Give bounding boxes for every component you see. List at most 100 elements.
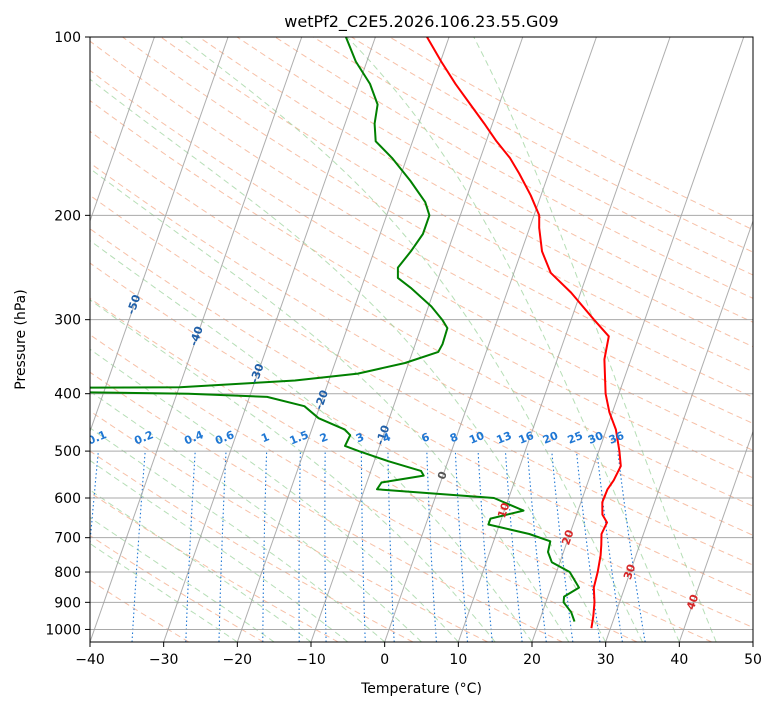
y-tick-label: 900	[54, 595, 81, 611]
dry-adiabat-line	[90, 130, 753, 507]
moist-adiabat-line	[180, 37, 643, 642]
mixing-ratio-line	[90, 451, 99, 550]
x-tick-label: 30	[597, 652, 615, 668]
moist-adiabat-line	[90, 167, 570, 642]
y-tick-label: 1000	[45, 622, 81, 638]
dewpoint-profile-line	[90, 37, 580, 622]
isotherm-label: 40	[684, 592, 701, 611]
isotherm-label: 30	[621, 562, 638, 581]
moist-adiabat-line	[90, 489, 312, 642]
dry-adiabat-line	[389, 37, 753, 231]
mixing-ratio-label: 2	[318, 430, 330, 445]
mixing-ratio-label: 1.5	[288, 428, 311, 447]
dry-adiabat-line	[90, 371, 563, 642]
isotherm-line	[90, 37, 155, 223]
mixing-ratio-line	[596, 451, 623, 642]
y-tick-label: 500	[54, 444, 81, 460]
x-tick-label: −40	[75, 652, 105, 668]
isotherm-label: -40	[187, 324, 206, 347]
mixing-ratio-label: 25	[566, 429, 585, 447]
dry-adiabat-line	[274, 37, 753, 299]
x-axis-ticks: −40 −30 −20 −10 0 10 20 30 40 50	[75, 642, 762, 668]
mixing-ratio-line	[617, 451, 646, 642]
moist-adiabat-line	[90, 299, 496, 642]
isotherm-line	[163, 37, 376, 642]
isotherm-label: 20	[559, 528, 576, 547]
dry-adiabat-line	[122, 37, 753, 398]
x-axis-title: Temperature (°C)	[360, 681, 482, 697]
background-reference-lines	[90, 37, 753, 642]
moist-adiabat-line	[90, 390, 422, 642]
isotherm-label: 10	[495, 501, 512, 520]
x-tick-label: 20	[523, 652, 541, 668]
mixing-ratio-line	[298, 451, 301, 642]
mixing-ratio-label: 0.4	[182, 428, 205, 447]
moist-adiabat-line	[473, 37, 717, 642]
isotherm-label: -20	[312, 388, 331, 411]
isotherm-label: -10	[373, 423, 392, 446]
dry-adiabat-line	[90, 410, 488, 642]
mixing-ratio-line	[262, 451, 268, 642]
mixing-ratio-label: 3	[354, 430, 366, 445]
x-tick-label: 10	[449, 652, 467, 668]
mixing-ratio-line	[454, 451, 469, 642]
moist-adiabat-line	[90, 348, 459, 642]
isotherm-line	[531, 37, 745, 642]
isotherm-line	[752, 640, 753, 642]
isotherm-line	[310, 37, 524, 642]
dry-adiabat-line	[313, 37, 753, 276]
mixing-ratio-label: 0.1	[86, 428, 109, 447]
isotherm-label: -70	[8, 203, 27, 226]
y-tick-label: 200	[54, 208, 81, 224]
mixing-ratio-line	[504, 451, 523, 642]
mixing-ratio-label: 20	[541, 429, 560, 447]
dry-adiabat-line	[90, 69, 753, 451]
mixing-ratio-line	[551, 451, 574, 642]
x-tick-label: −10	[296, 652, 326, 668]
mixing-ratio-line	[477, 451, 493, 642]
isotherm-line	[457, 37, 671, 642]
mixing-ratio-label: 0.2	[132, 428, 155, 447]
isotherm-line	[90, 37, 303, 642]
dry-adiabat-line	[90, 262, 753, 629]
dry-adiabat-line	[90, 162, 753, 536]
x-tick-label: 50	[744, 652, 762, 668]
dry-adiabat-line	[90, 579, 190, 642]
moist-adiabat-line	[346, 37, 680, 642]
moist-adiabat-line	[90, 240, 533, 642]
dry-adiabat-line	[90, 297, 712, 642]
isotherm-line	[678, 430, 753, 642]
mixing-ratio-label: 36	[607, 429, 626, 447]
mixing-ratio-label: 1	[259, 430, 271, 445]
y-tick-label: 700	[54, 531, 81, 547]
mixing-ratio-label: 10	[467, 429, 486, 447]
y-tick-label: 100	[54, 30, 81, 46]
reference-line-labels: -100-90-80-70-60-50-40-30-20-10010203040…	[8, 203, 702, 612]
dry-adiabat-line	[90, 228, 753, 597]
moist-adiabat-line	[90, 78, 607, 642]
mixing-ratio-line	[360, 451, 366, 642]
isotherm-label: -50	[124, 293, 143, 316]
isotherm-label: 0	[435, 469, 450, 481]
y-tick-label: 300	[54, 313, 81, 329]
dry-adiabat-line	[90, 334, 638, 642]
mixing-ratio-label: 30	[586, 429, 605, 447]
isotherm-line	[236, 37, 450, 642]
dry-adiabat-line	[90, 492, 339, 642]
mixing-ratio-label: 8	[448, 430, 460, 445]
x-tick-label: −20	[223, 652, 253, 668]
y-tick-label: 600	[54, 491, 81, 507]
isotherm-line	[384, 37, 597, 642]
mixing-ratio-label: 6	[420, 430, 432, 445]
x-tick-label: 40	[670, 652, 688, 668]
dry-adiabat-line	[90, 450, 414, 642]
dry-adiabat-line	[90, 99, 753, 479]
mixing-ratio-label: 13	[495, 429, 514, 447]
mixing-ratio-line	[526, 451, 547, 642]
y-axis-ticks: 100 200 300 400 500 600 700 800 900 1000	[45, 30, 90, 638]
pressure-gridlines	[90, 37, 753, 642]
y-tick-label: 400	[54, 387, 81, 403]
moist-adiabat-line	[90, 459, 349, 642]
isotherm-line	[605, 219, 753, 642]
